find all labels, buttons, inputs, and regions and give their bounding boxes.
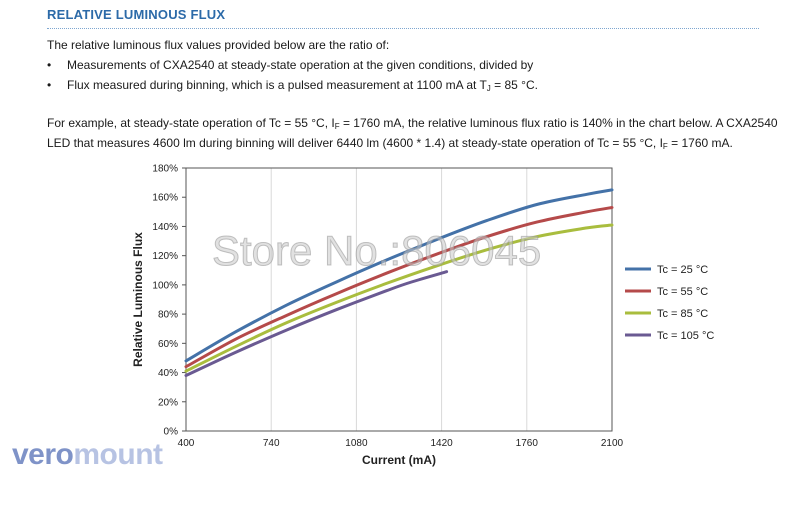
legend-label: Tc = 25 °C: [657, 264, 708, 276]
example-text: = 1760 mA.: [667, 136, 733, 150]
subscript: J: [486, 84, 491, 93]
bullet-dot: •: [47, 78, 52, 92]
bullet-text: Measurements of CXA2540 at steady-state …: [67, 58, 534, 72]
chart-svg: 0% 20% 40% 60% 80% 100% 120% 140% 160% 180% 400 740…: [131, 164, 714, 468]
example-text: LED that measures 4600 lm during binning…: [47, 136, 663, 150]
luminous-flux-chart: 0% 20% 40% 60% 80% 100% 120% 140% 160% 180% 400 740…: [0, 160, 800, 508]
intro-text: The relative luminous flux values provid…: [47, 38, 390, 52]
legend-label: Tc = 105 °C: [657, 330, 714, 342]
subscript: F: [334, 122, 340, 131]
x-tick-label: 1080: [345, 438, 368, 449]
bullet-text: Flux measured during binning, which is a…: [67, 78, 538, 93]
y-tick-label: 100%: [152, 280, 178, 291]
y-tick-label: 160%: [152, 193, 178, 204]
x-tick-label: 1420: [430, 438, 453, 449]
y-tick-label: 140%: [152, 222, 178, 233]
y-tick-label: 0%: [164, 427, 179, 438]
y-axis-label: Relative Luminous Flux: [131, 232, 145, 367]
bullet-text-main: Flux measured during binning, which is a…: [67, 78, 487, 92]
store-watermark: Store No.:806045: [211, 227, 542, 275]
y-tick-label: 120%: [152, 251, 178, 262]
x-tick-label: 2100: [601, 438, 624, 449]
y-tick-label: 60%: [158, 339, 178, 350]
y-tick-label: 180%: [152, 164, 178, 175]
example-line-2: LED that measures 4600 lm during binning…: [47, 136, 733, 151]
x-axis-label: Current (mA): [362, 453, 436, 467]
bullet-text-end: = 85 °C.: [490, 78, 538, 92]
series-line: [184, 270, 449, 377]
series-line: [184, 188, 614, 363]
section-title: RELATIVE LUMINOUS FLUX: [47, 7, 226, 22]
plot-frame: [185, 167, 613, 432]
logo-part-1: vero: [12, 438, 74, 471]
example-text: For example, at steady-state operation o…: [47, 116, 335, 130]
series-line: [184, 223, 614, 373]
example-line-1: For example, at steady-state operation o…: [47, 116, 778, 131]
subscript: F: [662, 142, 668, 151]
legend-label: Tc = 85 °C: [657, 308, 708, 320]
logo-part-2: mount: [73, 438, 163, 471]
veromount-logo: veromount: [12, 438, 163, 472]
legend-label: Tc = 55 °C: [657, 286, 708, 298]
series-line: [184, 206, 614, 369]
y-tick-label: 20%: [158, 397, 178, 408]
y-tick-label: 80%: [158, 310, 178, 321]
bullet-dot: •: [47, 58, 52, 72]
section-divider: [47, 28, 759, 29]
x-tick-label: 1760: [516, 438, 539, 449]
x-tick-label: 740: [263, 438, 280, 449]
x-tick-label: 400: [178, 438, 195, 449]
y-tick-label: 40%: [158, 368, 178, 379]
example-text: = 1760 mA, the relative luminous flux ra…: [339, 116, 778, 130]
